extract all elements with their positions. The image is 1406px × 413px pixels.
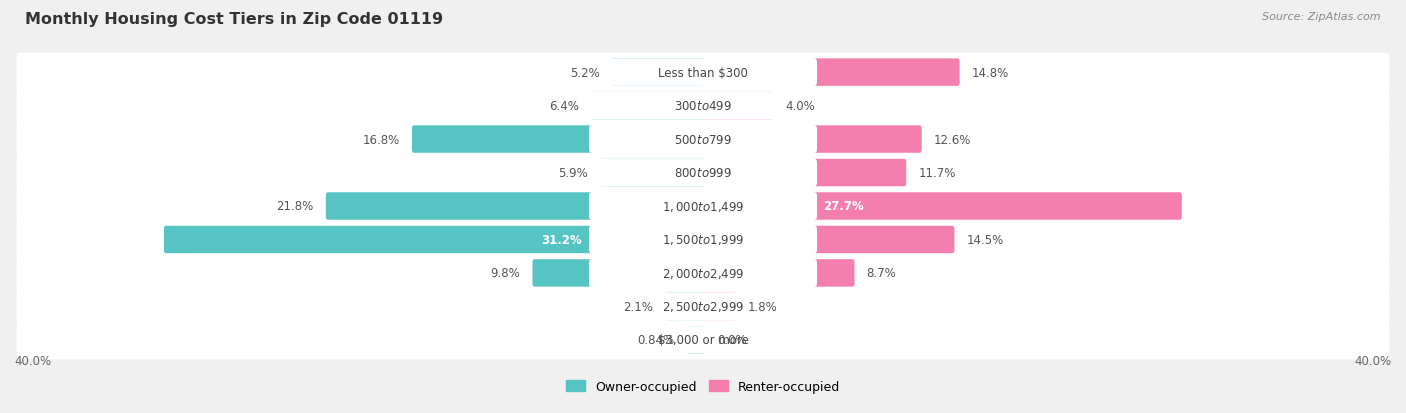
Text: 6.4%: 6.4% — [550, 100, 579, 113]
Text: 40.0%: 40.0% — [1355, 354, 1392, 367]
FancyBboxPatch shape — [17, 187, 1389, 226]
Text: 40.0%: 40.0% — [14, 354, 51, 367]
FancyBboxPatch shape — [813, 260, 855, 287]
Text: 2.1%: 2.1% — [623, 300, 652, 313]
FancyBboxPatch shape — [813, 226, 955, 254]
FancyBboxPatch shape — [17, 254, 1389, 293]
Text: 14.8%: 14.8% — [972, 66, 1010, 79]
Text: 8.7%: 8.7% — [866, 267, 897, 280]
FancyBboxPatch shape — [612, 59, 704, 87]
Text: 12.6%: 12.6% — [934, 133, 972, 146]
Text: Monthly Housing Cost Tiers in Zip Code 01119: Monthly Housing Cost Tiers in Zip Code 0… — [25, 12, 443, 27]
Text: $300 to $499: $300 to $499 — [673, 100, 733, 113]
Text: $800 to $999: $800 to $999 — [673, 166, 733, 180]
FancyBboxPatch shape — [589, 193, 817, 220]
FancyBboxPatch shape — [412, 126, 593, 153]
Text: 9.8%: 9.8% — [491, 267, 520, 280]
FancyBboxPatch shape — [17, 87, 1389, 126]
Text: $3,000 or more: $3,000 or more — [658, 334, 748, 347]
Text: $1,000 to $1,499: $1,000 to $1,499 — [662, 199, 744, 214]
FancyBboxPatch shape — [589, 326, 817, 354]
FancyBboxPatch shape — [165, 226, 593, 254]
FancyBboxPatch shape — [702, 293, 735, 320]
FancyBboxPatch shape — [17, 321, 1389, 359]
Text: Less than $300: Less than $300 — [658, 66, 748, 79]
FancyBboxPatch shape — [17, 287, 1389, 326]
Text: 27.7%: 27.7% — [824, 200, 865, 213]
Text: 14.5%: 14.5% — [966, 233, 1004, 247]
FancyBboxPatch shape — [591, 93, 704, 120]
Text: 0.0%: 0.0% — [717, 334, 747, 347]
FancyBboxPatch shape — [813, 159, 907, 187]
Text: 4.0%: 4.0% — [786, 100, 815, 113]
Text: 5.2%: 5.2% — [569, 66, 599, 79]
FancyBboxPatch shape — [599, 159, 704, 187]
FancyBboxPatch shape — [589, 293, 817, 320]
Text: 31.2%: 31.2% — [541, 233, 582, 247]
FancyBboxPatch shape — [813, 126, 922, 153]
Text: 11.7%: 11.7% — [918, 166, 956, 180]
FancyBboxPatch shape — [326, 193, 593, 220]
Text: 5.9%: 5.9% — [558, 166, 588, 180]
FancyBboxPatch shape — [533, 260, 593, 287]
Legend: Owner-occupied, Renter-occupied: Owner-occupied, Renter-occupied — [561, 375, 845, 398]
Text: $2,500 to $2,999: $2,500 to $2,999 — [662, 300, 744, 313]
FancyBboxPatch shape — [813, 59, 960, 87]
Text: $500 to $799: $500 to $799 — [673, 133, 733, 146]
FancyBboxPatch shape — [589, 126, 817, 153]
FancyBboxPatch shape — [17, 221, 1389, 259]
FancyBboxPatch shape — [589, 93, 817, 120]
FancyBboxPatch shape — [686, 326, 704, 354]
FancyBboxPatch shape — [589, 260, 817, 287]
FancyBboxPatch shape — [17, 54, 1389, 92]
Text: 21.8%: 21.8% — [277, 200, 314, 213]
FancyBboxPatch shape — [589, 159, 817, 187]
Text: 16.8%: 16.8% — [363, 133, 399, 146]
Text: 1.8%: 1.8% — [748, 300, 778, 313]
FancyBboxPatch shape — [665, 293, 704, 320]
Text: Source: ZipAtlas.com: Source: ZipAtlas.com — [1263, 12, 1381, 22]
FancyBboxPatch shape — [17, 120, 1389, 159]
Text: $2,000 to $2,499: $2,000 to $2,499 — [662, 266, 744, 280]
Text: $1,500 to $1,999: $1,500 to $1,999 — [662, 233, 744, 247]
FancyBboxPatch shape — [813, 193, 1182, 220]
FancyBboxPatch shape — [589, 59, 817, 87]
FancyBboxPatch shape — [589, 226, 817, 254]
FancyBboxPatch shape — [17, 154, 1389, 192]
FancyBboxPatch shape — [702, 93, 773, 120]
Text: 0.84%: 0.84% — [638, 334, 675, 347]
